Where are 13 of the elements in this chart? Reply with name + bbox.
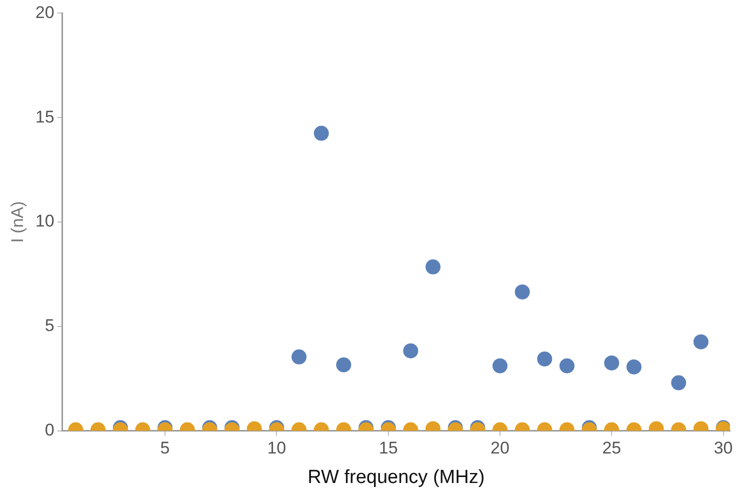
x-tick-label: 20 bbox=[490, 438, 510, 458]
x-tick-label: 15 bbox=[378, 438, 398, 458]
y-tick-label: 20 bbox=[35, 2, 54, 22]
x-tick-label: 5 bbox=[160, 438, 170, 458]
y-tick-label: 10 bbox=[35, 212, 54, 231]
y-axis-title: I (nA) bbox=[8, 201, 27, 243]
y-tick-label: 0 bbox=[44, 420, 54, 440]
x-tick-label: 25 bbox=[602, 438, 622, 458]
x-tick-label: 10 bbox=[267, 438, 286, 458]
y-tick-label: 15 bbox=[35, 107, 54, 126]
x-axis-title: RW frequency (MHz) bbox=[308, 466, 485, 488]
y-tick-label: 5 bbox=[44, 316, 54, 336]
x-tick-label: 30 bbox=[714, 438, 733, 458]
